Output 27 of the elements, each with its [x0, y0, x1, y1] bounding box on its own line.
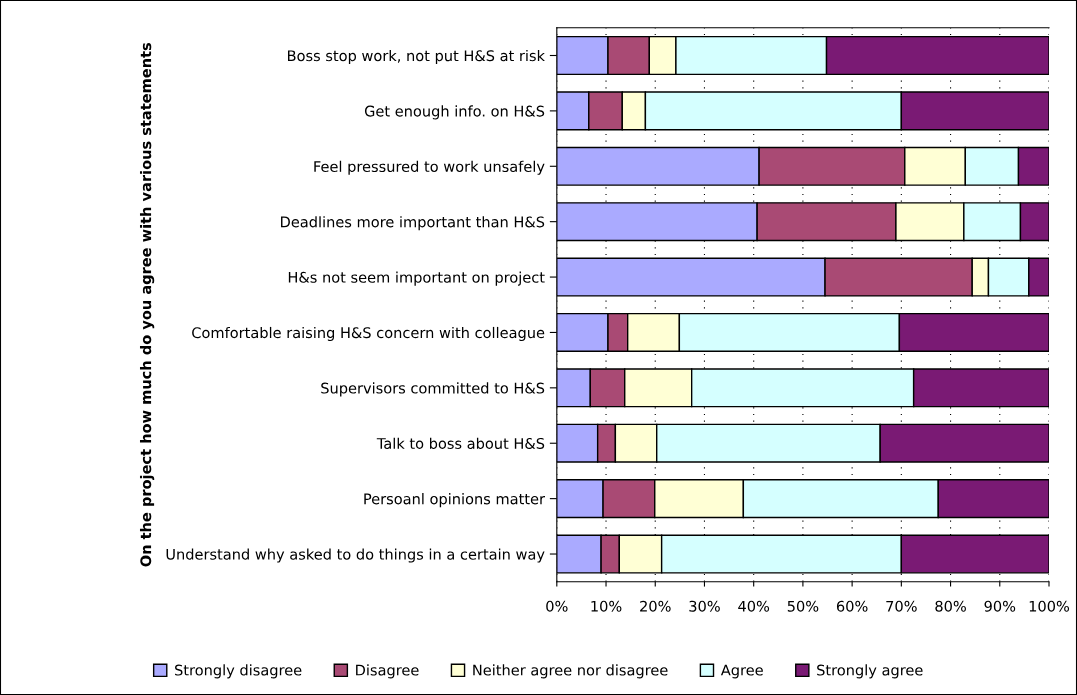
- y-axis-title: On the project how much do you agree with various statements: [139, 42, 155, 567]
- x-tick-label: 80%: [935, 600, 966, 612]
- legend-label: Strongly disagree: [175, 664, 302, 679]
- y-tick-label: Understand why asked to do things in a certain way: [166, 548, 545, 563]
- x-tick-label: 30%: [689, 600, 720, 612]
- x-tick-label: 0%: [546, 600, 568, 612]
- x-tick-label: 40%: [738, 600, 770, 612]
- x-tick-label: 70%: [886, 600, 917, 612]
- y-tick-label: H&s not seem important on project: [288, 271, 545, 286]
- y-tick-label: Comfortable raising H&S concern with colleague: [192, 326, 545, 342]
- x-tick-label: 90%: [984, 600, 1016, 612]
- legend-label: Disagree: [356, 664, 419, 679]
- legend-label: Strongly agree: [817, 664, 923, 679]
- x-tick-label: 10%: [591, 600, 622, 612]
- y-tick-label: Get enough info. on H&S: [364, 105, 545, 120]
- legend-label: Neither agree nor disagree: [473, 664, 668, 679]
- y-tick-label: Supervisors committed to H&S: [321, 382, 545, 397]
- x-tick-label: 60%: [836, 600, 868, 612]
- y-tick-label: Persoanl opinions matter: [364, 493, 546, 508]
- x-tick-label: 100%: [1029, 600, 1070, 612]
- legend-label: Agree: [720, 664, 763, 679]
- x-tick-label: 20%: [640, 600, 671, 612]
- y-tick-label: Deadlines more important than H&S: [281, 216, 545, 231]
- x-tick-label: 50%: [787, 600, 819, 612]
- y-tick-label: Feel pressured to work unsafely: [314, 160, 545, 175]
- y-tick-label: Boss stop work, not put H&S at risk: [288, 49, 545, 65]
- y-tick-label: Talk to boss about H&S: [376, 437, 545, 449]
